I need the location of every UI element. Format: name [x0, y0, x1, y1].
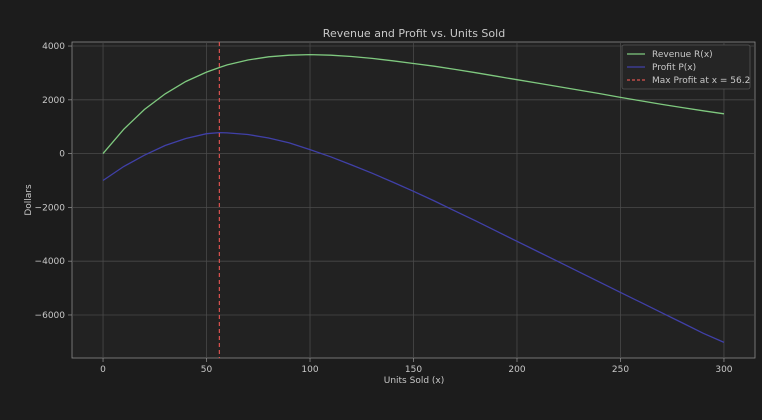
- legend-item-revenue: Revenue R(x): [652, 50, 713, 60]
- y-tick-label: −4000: [35, 257, 66, 267]
- x-axis-label: Units Sold (x): [384, 376, 445, 386]
- legend: Revenue R(x) Profit P(x) Max Profit at x =…: [621, 44, 751, 90]
- legend-item-profit: Profit P(x): [652, 63, 696, 73]
- grid: [72, 42, 755, 358]
- series-lines: [102, 42, 725, 358]
- x-tick-label: 150: [405, 365, 422, 375]
- y-tick-label: 0: [59, 150, 65, 160]
- y-tick-label: −6000: [35, 311, 66, 321]
- legend-item-max-profit: Max Profit at x = 56.2: [652, 76, 750, 86]
- x-tick-label: 200: [508, 365, 525, 375]
- profit-line: [102, 131, 725, 343]
- ticks: 0 50 100 150 200 250 300 −6000 −4000 −2000 0 2000 40…: [35, 42, 733, 375]
- y-tick-label: −2000: [35, 203, 66, 213]
- y-tick-label: 4000: [42, 42, 65, 52]
- y-tick-label: 2000: [42, 96, 65, 106]
- x-tick-label: 100: [301, 365, 318, 375]
- revenue-line: [102, 53, 725, 155]
- chart-title: Revenue and Profit vs. Units Sold: [323, 27, 505, 40]
- x-tick-label: 50: [201, 365, 213, 375]
- y-axis-label: Dollars: [24, 184, 34, 216]
- x-tick-label: 0: [100, 365, 106, 375]
- x-tick-label: 300: [715, 365, 732, 375]
- legend-box: [621, 44, 751, 90]
- x-tick-label: 250: [612, 365, 629, 375]
